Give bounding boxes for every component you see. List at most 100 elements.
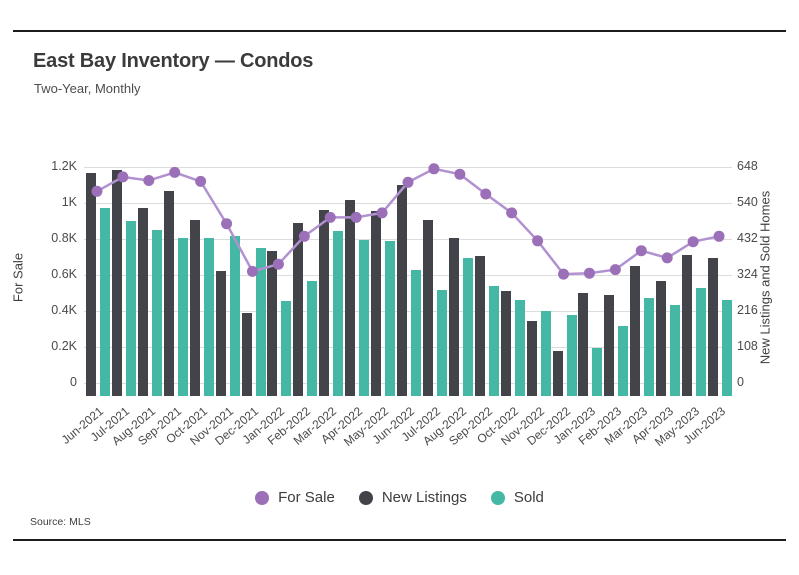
bar-sold [722,299,733,396]
gridline [84,203,732,204]
for-sale-point [272,258,284,270]
bar-new-listings [474,256,485,396]
bar-sold [100,208,110,396]
bar-sold [462,258,473,396]
chart-subtitle: Two-Year, Monthly [34,81,141,96]
bar-new-listings [371,211,382,396]
bar-new-listings [578,293,589,396]
for-sale-line [91,163,725,280]
gridline [84,383,732,384]
bar-new-listings [241,313,252,396]
bar-new-listings [526,321,537,396]
bar-sold [385,241,396,396]
bar-new-listings [111,169,122,396]
legend-item-new-listings: New Listings [358,489,467,506]
gridline [84,275,732,276]
bar-sold [229,236,240,396]
legend-label: For Sale [278,489,335,506]
for-sale-point [558,268,570,280]
bar-new-listings [552,351,563,396]
bar-sold [333,231,344,396]
right-axis-tick-label: 432 [737,231,758,245]
bar-new-listings [682,254,693,396]
left-axis-title: For Sale [10,252,26,303]
left-axis-tick-label: 0 [70,375,77,389]
bar-new-listings [319,209,330,396]
right-axis-tick-label: 0 [737,375,744,389]
bar-sold [151,229,162,396]
bar-sold [644,298,655,396]
right-axis-tick-label: 540 [737,195,758,209]
bottom-border [13,539,786,541]
source-note: Source: MLS [30,516,91,528]
bar-sold [411,269,422,396]
for-sale-point [506,207,518,219]
legend-item-for-sale: For Sale [255,489,335,506]
for-sale-point [480,188,492,200]
bar-sold [514,299,525,396]
for-sale-point [117,171,129,183]
for-sale-point [298,230,310,242]
bar-new-listings [215,271,226,396]
bar-sold [592,348,603,396]
for-sale-point [609,264,621,276]
for-sale-point [91,185,103,197]
bar-new-listings [422,219,433,396]
legend-label: Sold [513,489,544,506]
gridline [84,347,732,348]
bar-new-listings [656,281,667,396]
bar-new-listings [397,184,408,396]
gridline [84,239,732,240]
for-sale-point [143,175,155,186]
bar-sold [566,314,577,396]
bar-sold [281,301,292,396]
bar-sold [670,304,681,396]
bar-sold [125,221,136,396]
bar-sold [255,248,266,396]
bar-new-listings [500,291,511,396]
for-sale-point [169,166,181,178]
legend-dot-icon [358,490,373,505]
for-sale-point [350,211,362,223]
left-axis-tick-label: 0.4K [51,303,77,317]
legend-label: New Listings [381,489,467,506]
top-border [13,30,786,32]
for-sale-point [635,245,647,257]
gridline [84,167,732,168]
bar-new-listings [86,173,96,396]
legend-item-sold: Sold [490,489,544,506]
bar-new-listings [189,219,200,396]
for-sale-point [221,218,233,230]
for-sale-point [532,235,544,247]
bar-sold [359,239,370,396]
for-sale-point [687,236,699,248]
left-axis-tick-label: 0.8K [51,231,77,245]
bar-sold [618,326,629,396]
for-sale-point [402,176,414,188]
left-axis-tick-label: 1K [61,195,77,209]
bar-new-listings [163,191,174,396]
bar-new-listings [345,199,356,396]
bar-new-listings [604,294,615,396]
for-sale-point [376,207,388,219]
left-axis-tick-label: 0.2K [51,339,77,353]
bar-new-listings [448,238,459,396]
bar-sold [696,288,707,396]
right-axis-tick-label: 648 [737,159,758,173]
bar-new-listings [708,258,719,396]
for-sale-point [661,252,673,264]
for-sale-point [195,175,207,187]
for-sale-point [428,163,440,175]
plot-area [84,163,733,396]
for-sale-point [713,230,725,242]
bar-sold [307,281,318,396]
right-axis-tick-label: 324 [737,267,758,281]
right-axis-tick-label: 108 [737,339,758,353]
bar-new-listings [630,266,641,396]
bar-sold [540,311,551,396]
bar-new-listings [293,223,304,396]
left-axis-tick-label: 1.2K [51,159,77,173]
legend: For Sale New Listings Sold [0,489,799,506]
bar-sold [436,289,447,396]
